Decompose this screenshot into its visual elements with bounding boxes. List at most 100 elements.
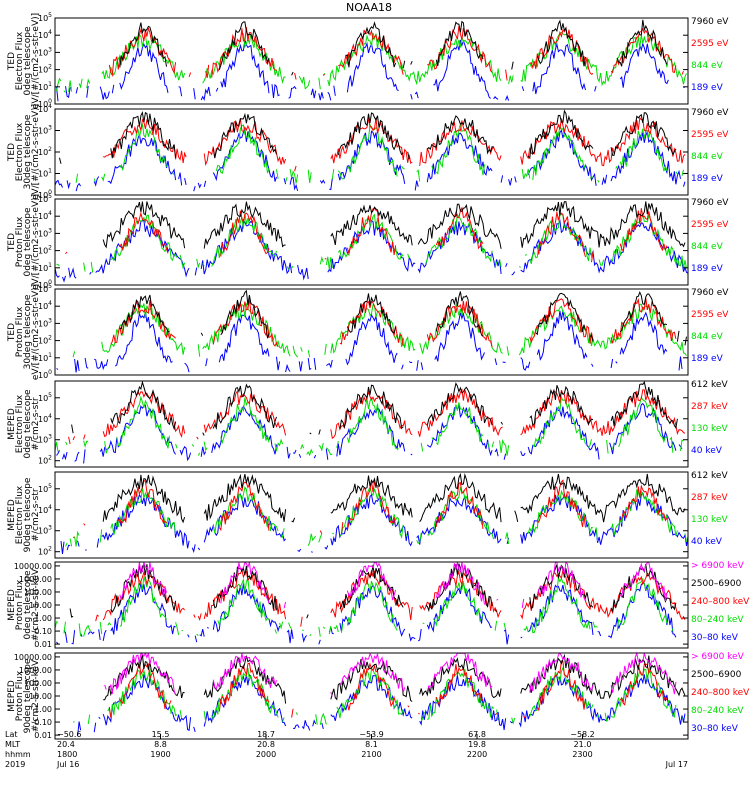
trace-3-1 <box>102 201 686 249</box>
legend-entry: 130 keV <box>691 515 728 525</box>
x-tick-label: −58.2 <box>570 730 595 739</box>
series-4-1 <box>119 289 687 346</box>
y-axis-label: eV/[#/(cm2-s-str-eV)] <box>31 104 41 200</box>
y-tick-label: 10000.00 <box>14 653 52 662</box>
x-tick-label: 20.4 <box>57 740 75 749</box>
panel-8: 0.01 0.10 1.00 10.00 100.00 1000.00 10000.00 ME… <box>7 651 750 740</box>
legend-entry: 40 keV <box>691 537 723 547</box>
panel-frame-2 <box>54 108 689 196</box>
y-tick-label: 104 <box>38 103 52 114</box>
y-tick-label: 0.01 <box>34 731 52 740</box>
y-tick-label: 100 <box>38 189 52 200</box>
legend-entry: 2595 eV <box>691 39 729 49</box>
x-tick-label: 20.8 <box>257 740 275 749</box>
legend-entry: 844 eV <box>691 242 724 252</box>
y-axis-label: 30deg telescope <box>23 114 33 189</box>
y-tick-label: 1000.00 <box>19 666 52 675</box>
legend-entry: > 6900 keV <box>691 561 745 571</box>
y-tick-label: 102 <box>38 335 52 346</box>
trace-4-3 <box>72 302 687 358</box>
x-tick-label: Jul 17 <box>665 760 688 769</box>
panel-frame-3 <box>54 198 689 286</box>
series-2-2 <box>103 116 686 172</box>
y-tick-label: 102 <box>38 245 52 256</box>
y-tick-label: 100 <box>38 98 52 109</box>
y-tick-label: 104 <box>38 210 52 221</box>
y-tick-label: 0.10 <box>34 718 52 727</box>
x-tick-label: 1800 <box>57 750 77 759</box>
y-tick-label: 104 <box>38 504 52 515</box>
y-tick-label: 100 <box>38 279 52 290</box>
legend-entry: 287 keV <box>691 493 728 503</box>
y-tick-label: 103 <box>38 125 52 136</box>
y-axis-label: MEPED <box>7 589 17 621</box>
trace-6-1 <box>102 472 686 524</box>
x-tick-label: 15.5 <box>152 730 170 739</box>
legend-entry: > 6900 keV <box>691 652 745 662</box>
legend-entry: 844 eV <box>691 332 724 342</box>
y-tick-label: 10.00 <box>29 692 52 701</box>
trace-1-1 <box>119 19 668 76</box>
y-axis-label: eV/[#/(cm2-s-str-eV)] <box>31 194 41 290</box>
panel-frame-4 <box>54 288 689 376</box>
y-axis-label: Proton Flux <box>15 306 25 357</box>
y-tick-label: 101 <box>38 168 52 179</box>
legend-entry: 844 eV <box>691 61 724 71</box>
x-tick-label: 2300 <box>572 750 592 759</box>
y-axis-label: 90deg telescope <box>23 477 33 552</box>
y-axis-label: #/cm2-s-str <box>31 488 41 541</box>
y-axis-label: 0deg telescope <box>23 389 33 459</box>
y-tick-label: 105 <box>38 12 52 23</box>
legend-entry: 189 eV <box>691 83 724 93</box>
series-4-3 <box>72 302 687 358</box>
footer-row-label: MLT <box>5 740 20 749</box>
series-5-1 <box>71 380 678 436</box>
y-axis-label: eV/[#/(cm2-s-str-eV)] <box>31 284 41 380</box>
y-axis-label: #/cm2-s-str <box>31 397 41 450</box>
x-tick-label: Jul 16 <box>56 760 79 769</box>
x-tick-label: 8.8 <box>154 740 167 749</box>
legend-entry: 612 keV <box>691 380 728 390</box>
series-8-2 <box>103 655 688 704</box>
panel-frame-6 <box>54 471 689 559</box>
y-tick-label: 103 <box>38 46 52 57</box>
trace-4-2 <box>110 297 677 348</box>
y-tick-label: 100 <box>38 369 52 380</box>
y-tick-label: 103 <box>38 317 52 328</box>
y-tick-label: 1.00 <box>34 614 52 623</box>
trace-4-1 <box>119 289 687 346</box>
panel-frame-1 <box>54 17 689 105</box>
x-tick-label: −50.6 <box>57 730 82 739</box>
legend-entry: 40 keV <box>691 446 723 456</box>
trace-7-5 <box>57 583 687 644</box>
series-1-2 <box>108 25 684 81</box>
x-tick-label: 21.0 <box>574 740 592 749</box>
y-tick-label: 102 <box>38 64 52 75</box>
y-axis-label: 90deg telescope <box>23 658 33 733</box>
x-tick-label: 2000 <box>256 750 276 759</box>
legend-entry: 287 keV <box>691 402 728 412</box>
y-axis-label: MEPED <box>7 680 17 712</box>
x-tick-label: 8.1 <box>365 740 378 749</box>
legend-entry: 2595 eV <box>691 220 729 230</box>
y-tick-label: 1.00 <box>34 705 52 714</box>
legend-entry: 7960 eV <box>691 198 729 208</box>
y-tick-label: 103 <box>38 227 52 238</box>
y-tick-label: 100.00 <box>24 679 52 688</box>
legend-entry: 30–80 keV <box>691 633 739 643</box>
trace-2-4 <box>54 128 686 192</box>
y-tick-label: 104 <box>38 300 52 311</box>
series-1-3 <box>56 31 687 93</box>
footer-row-label: 2019 <box>5 760 25 769</box>
y-tick-label: 0.01 <box>34 640 52 649</box>
legend-entry: 189 eV <box>691 264 724 274</box>
legend-entry: 2500–6900 <box>691 670 742 680</box>
y-axis-label: TED <box>7 323 17 342</box>
